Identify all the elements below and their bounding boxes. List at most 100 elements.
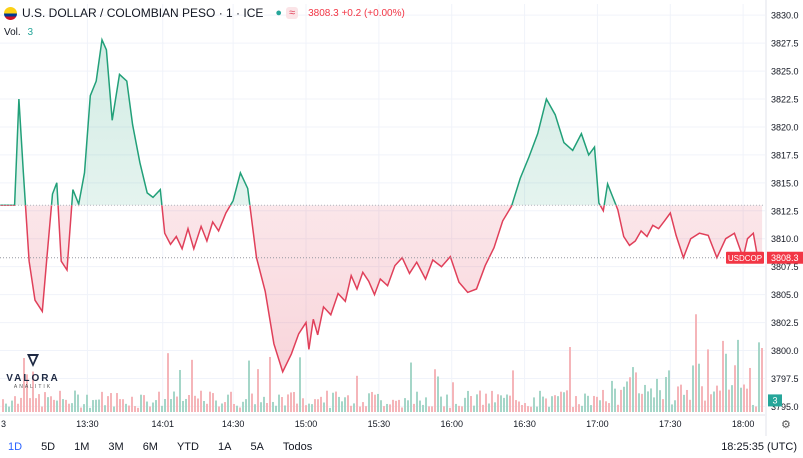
range-ytd[interactable]: YTD <box>176 441 199 453</box>
volume-bar <box>377 393 379 412</box>
volume-bar <box>683 394 685 412</box>
volume-bar <box>524 403 526 412</box>
volume-bars <box>2 314 763 412</box>
logo-mark-icon <box>27 354 39 367</box>
range-1d[interactable]: 1D <box>8 441 23 453</box>
range-todos[interactable]: Todos <box>282 441 313 453</box>
range-toolbar: 1D 5D 1M 3M 6M YTD 1A 5A Todos 18:25:35 … <box>0 436 803 458</box>
volume-bar <box>566 390 568 412</box>
volume-bar <box>728 389 730 412</box>
volume-bar <box>719 390 721 412</box>
volume-bar <box>89 407 91 412</box>
volume-bar <box>239 407 241 412</box>
market-status-icon: ● <box>275 7 283 19</box>
wave-icon[interactable]: ≈ <box>286 7 299 19</box>
volume-bar <box>383 406 385 412</box>
volume-bar <box>461 406 463 412</box>
volume-bar <box>74 390 76 412</box>
volume-bar <box>305 405 307 412</box>
range-6m[interactable]: 6M <box>142 441 158 453</box>
range-5d[interactable]: 5D <box>41 441 56 453</box>
volume-bar <box>737 339 739 412</box>
range-3m[interactable]: 3M <box>108 441 124 453</box>
volume-bar <box>677 386 679 412</box>
volume-bar <box>35 398 37 412</box>
volume-bar <box>599 400 601 412</box>
range-1a[interactable]: 1A <box>217 441 232 453</box>
volume-bar <box>674 400 676 412</box>
volume-bar <box>233 403 235 412</box>
volume-bar <box>521 405 523 412</box>
volume-bar <box>44 392 46 412</box>
volume-bar <box>122 399 124 412</box>
price-line-up <box>0 37 617 206</box>
symbol-title[interactable]: U.S. DOLLAR / COLOMBIAN PESO · 1 · ICE <box>22 6 264 20</box>
volume-bar <box>65 399 67 412</box>
volume-bar <box>323 402 325 412</box>
volume-bar <box>629 377 631 412</box>
volume-bar <box>575 396 577 412</box>
volume-bar <box>761 347 763 412</box>
flag-icon <box>4 6 17 20</box>
volume-bar <box>422 404 424 412</box>
volume-bar <box>68 403 70 412</box>
volume-bar <box>212 393 214 412</box>
clock[interactable]: 18:25:35 (UTC) <box>721 441 797 453</box>
volume-bar <box>428 406 430 412</box>
volume-bar <box>437 376 439 412</box>
volume-bar <box>647 391 649 412</box>
volume-bar <box>518 401 520 412</box>
volume-bar <box>362 402 364 412</box>
gear-icon[interactable]: ⚙ <box>781 419 791 431</box>
range-1m[interactable]: 1M <box>74 441 90 453</box>
volume-bar <box>77 394 79 412</box>
volume-bar <box>416 391 418 412</box>
volume-bar <box>209 391 211 412</box>
x-tick-label: 13:30 <box>76 419 99 429</box>
volume-bar <box>80 407 82 412</box>
volume-bar <box>248 360 250 412</box>
volume-bar <box>182 400 184 412</box>
volume-bar <box>266 403 268 412</box>
volume-bar <box>704 400 706 412</box>
volume-bar <box>137 407 139 412</box>
volume-bar <box>299 357 301 412</box>
volume-bar <box>731 385 733 412</box>
volume-bar <box>242 401 244 412</box>
volume-bar <box>59 390 61 412</box>
volume-bar <box>560 391 562 412</box>
volume-bar <box>503 397 505 412</box>
range-5a[interactable]: 5A <box>250 441 264 453</box>
volume-bar <box>614 388 616 412</box>
volume-bar <box>662 399 664 412</box>
volume-bar <box>473 405 475 412</box>
volume-bar <box>110 393 112 412</box>
volume-bar <box>578 404 580 412</box>
volume-bar <box>626 381 628 412</box>
x-tick-label: 14:30 <box>222 419 245 429</box>
volume-bar <box>317 399 319 412</box>
volume-bar <box>257 369 259 412</box>
volume-bar <box>443 406 445 412</box>
volume-bar <box>536 406 538 412</box>
volume-bar <box>326 390 328 412</box>
volume-bar <box>224 402 226 412</box>
volume-bar <box>71 403 73 412</box>
volume-bar <box>290 392 292 412</box>
volume-bar <box>14 396 16 412</box>
volume-bar <box>413 403 415 412</box>
volume-bar <box>572 406 574 412</box>
volume-bar <box>197 398 199 412</box>
logo-name: VALORA <box>6 373 60 384</box>
volume-bar <box>716 385 718 412</box>
volume-bar <box>8 406 10 412</box>
volume-bar <box>185 398 187 412</box>
y-tick-label: 3807.5 <box>771 262 799 272</box>
volume-bar <box>755 406 757 412</box>
volume-bar <box>188 395 190 412</box>
volume-bar <box>302 398 304 412</box>
volume-bar <box>23 358 25 412</box>
symbol-tag-label: USDCOP <box>728 254 762 263</box>
volume-bar <box>656 378 658 412</box>
